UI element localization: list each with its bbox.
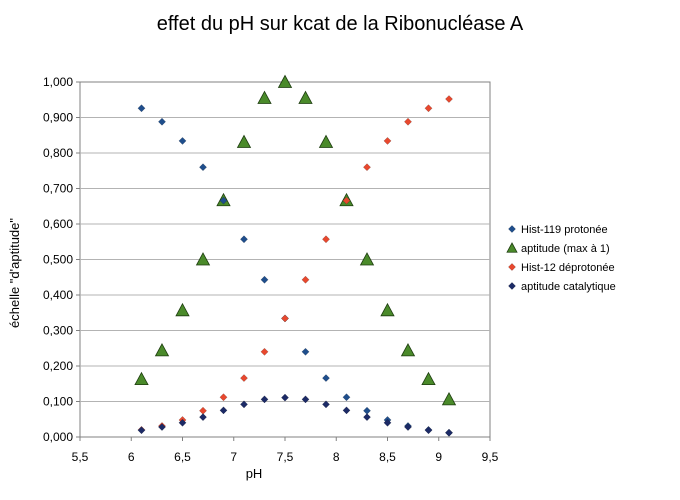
data-point-triangle (359, 252, 375, 266)
data-point-triangle (154, 343, 170, 357)
data-point-triangle (421, 371, 436, 386)
x-tick-label: 9 (435, 450, 442, 464)
y-tick-label: 0,400 (43, 288, 73, 302)
legend-marker-diamond (508, 225, 516, 233)
data-point-diamond (158, 423, 166, 432)
data-point-diamond (178, 418, 187, 427)
y-tick-label: 0,900 (43, 111, 73, 125)
data-point-triangle (298, 90, 313, 104)
x-axis-title: pH (246, 466, 263, 481)
legend-label: Hist-119 protonée (521, 224, 608, 236)
data-point-diamond (301, 395, 310, 404)
data-point-triangle (257, 90, 272, 104)
data-point-diamond (363, 413, 371, 422)
data-point-diamond (199, 163, 207, 172)
data-point-diamond (383, 136, 392, 145)
data-point-diamond (322, 400, 330, 409)
legend-label: Hist-12 déprotonée (521, 262, 615, 274)
data-point-diamond (424, 426, 433, 435)
data-point-triangle (441, 392, 457, 406)
data-point-diamond (219, 196, 228, 205)
data-point-diamond (445, 95, 453, 103)
legend-label: aptitude (max à 1) (521, 243, 610, 255)
data-point-triangle (318, 134, 334, 148)
data-point-diamond (342, 406, 351, 415)
data-point-diamond (342, 393, 351, 402)
grid-lines (80, 117, 490, 402)
x-tick-label: 6 (128, 450, 135, 464)
x-tick-label: 5,5 (72, 450, 89, 464)
data-points (134, 74, 457, 437)
data-point-diamond (281, 393, 289, 402)
legend: Hist-119 protonée aptitude (max à 1) Hist-… (506, 224, 616, 293)
data-point-triangle (380, 302, 395, 317)
data-point-triangle (175, 302, 190, 317)
y-axis-ticks: 0,000 0,100 0,200 0,300 0,400 0,500 0,600 0,700… (43, 75, 80, 444)
data-point-diamond (219, 393, 228, 402)
data-point-triangle (236, 134, 252, 148)
data-point-triangle (195, 252, 211, 266)
x-tick-label: 7 (230, 450, 237, 464)
y-tick-label: 0,000 (43, 430, 73, 444)
data-point-triangle (400, 343, 416, 357)
y-tick-label: 0,300 (43, 324, 73, 338)
legend-marker-diamond (508, 263, 516, 271)
data-point-diamond (363, 163, 371, 172)
data-point-diamond (240, 400, 248, 409)
y-tick-label: 0,800 (43, 146, 73, 160)
y-tick-label: 0,100 (43, 395, 73, 409)
legend-marker-diamond (508, 282, 516, 290)
data-point-diamond (342, 196, 351, 205)
y-tick-label: 0,200 (43, 359, 73, 373)
x-tick-label: 8,5 (379, 450, 396, 464)
chart-title: effet du pH sur kcat de la Ribonucléase … (157, 13, 524, 35)
legend-label: aptitude catalytique (521, 281, 616, 293)
data-point-diamond (383, 418, 392, 427)
data-point-diamond (404, 423, 412, 432)
data-point-diamond (281, 314, 289, 323)
data-point-diamond (260, 275, 269, 284)
data-point-diamond (137, 426, 146, 435)
y-tick-label: 1,000 (43, 75, 73, 89)
data-point-diamond (301, 347, 310, 356)
data-point-diamond (301, 275, 310, 284)
y-tick-label: 0,600 (43, 217, 73, 231)
data-point-diamond (137, 104, 146, 113)
data-point-diamond (219, 406, 228, 415)
data-point-diamond (240, 374, 248, 383)
data-point-diamond (322, 374, 330, 383)
data-point-diamond (404, 117, 412, 126)
data-point-diamond (199, 413, 207, 422)
y-tick-label: 0,700 (43, 182, 73, 196)
x-tick-label: 7,5 (277, 450, 294, 464)
data-point-diamond (158, 117, 166, 126)
data-point-diamond (322, 235, 330, 244)
x-tick-label: 8 (333, 450, 340, 464)
x-tick-label: 6,5 (174, 450, 191, 464)
legend-marker-triangle (506, 242, 518, 253)
data-point-triangle (134, 371, 149, 386)
y-tick-label: 0,500 (43, 253, 73, 267)
data-point-diamond (260, 395, 269, 404)
x-tick-label: 9,5 (482, 450, 499, 464)
data-point-diamond (240, 235, 248, 244)
data-point-diamond (178, 136, 187, 145)
data-point-diamond (445, 428, 453, 437)
data-point-diamond (424, 104, 433, 113)
x-axis-ticks: 5,5 6 6,5 7 7,5 8 8,5 9 9,5 (72, 437, 499, 464)
data-point-diamond (260, 347, 269, 356)
y-axis-title: échelle "d'aptitude" (7, 218, 22, 328)
data-point-triangle (277, 74, 293, 88)
